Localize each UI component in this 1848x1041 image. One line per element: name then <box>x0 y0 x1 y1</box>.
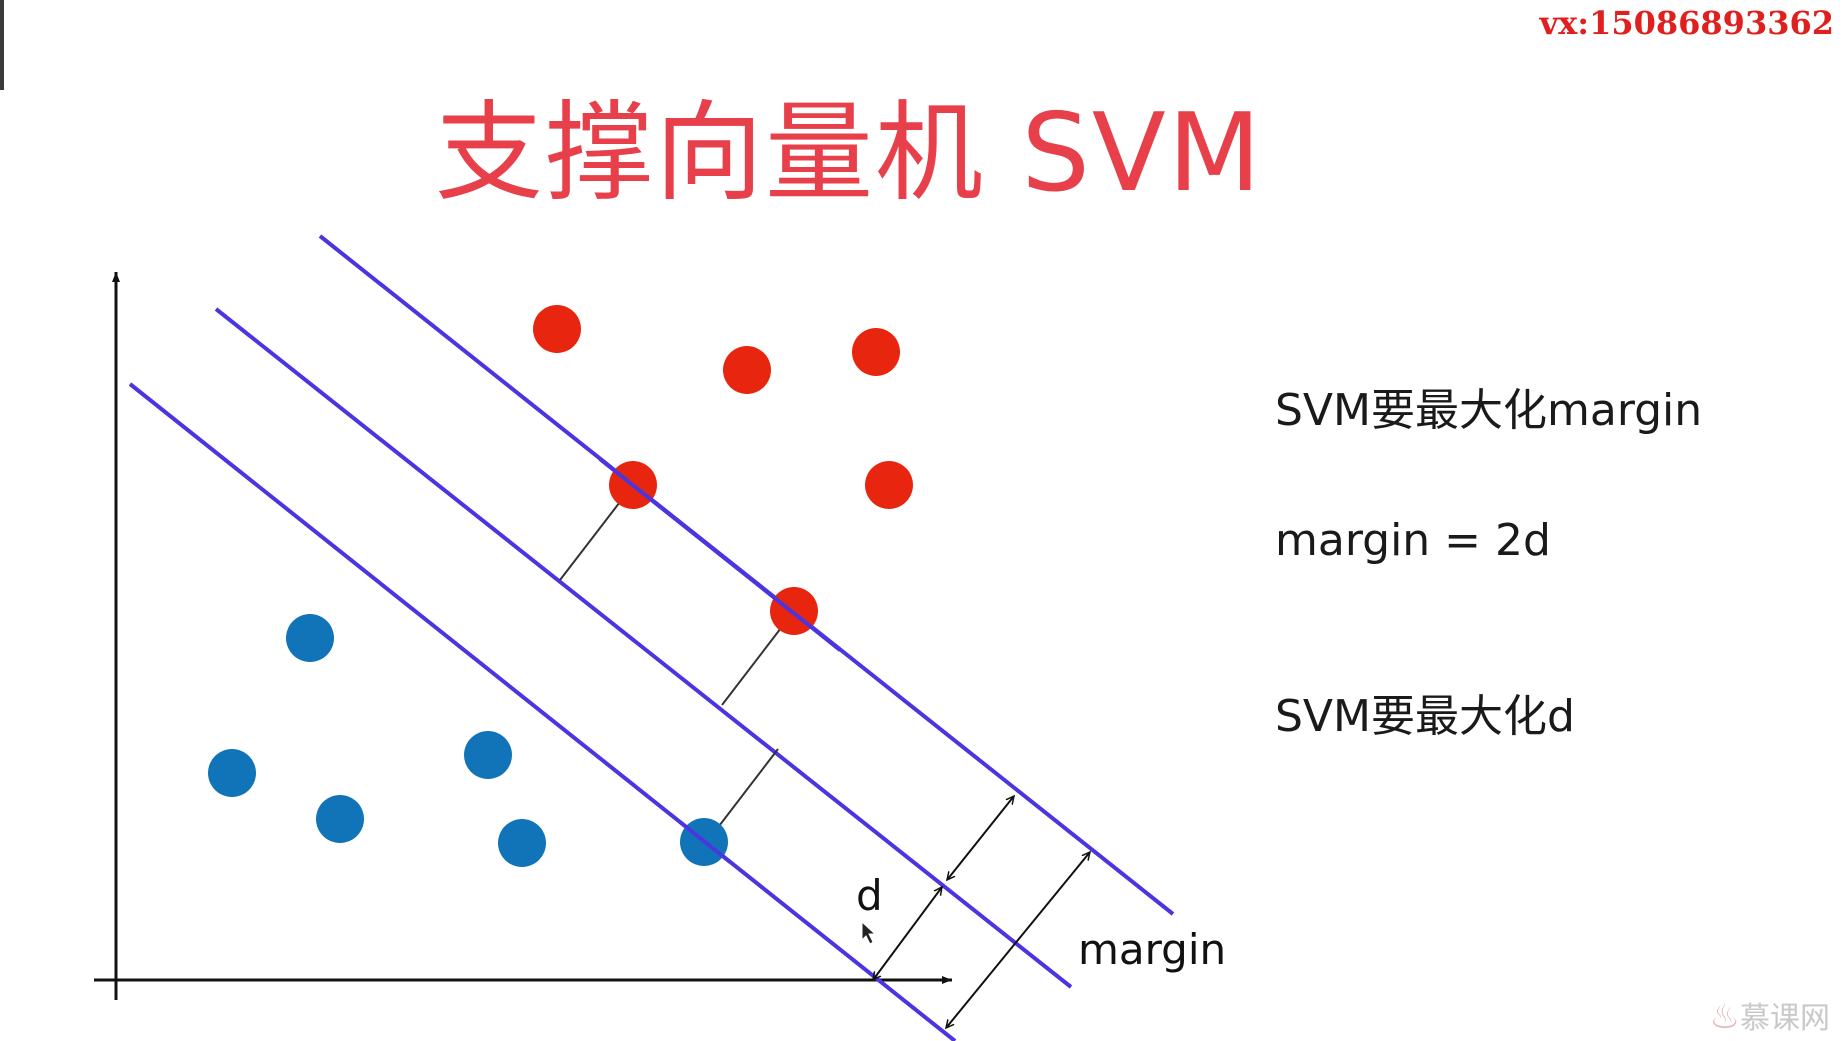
slide-title-text: 支撑向量机 SVM <box>435 91 1263 216</box>
d-arrow <box>873 887 942 980</box>
blue-point <box>498 819 546 867</box>
red-point <box>533 305 581 353</box>
note-maximize-margin: SVM要最大化margin <box>1275 385 1703 436</box>
flame-icon: ♨ <box>1709 997 1740 1037</box>
support-vector-distance-3 <box>715 748 779 831</box>
upper-margin-overlay <box>598 457 842 652</box>
red-point <box>865 461 913 509</box>
window-edge <box>0 0 4 90</box>
note-maximize-d: SVM要最大化d <box>1275 691 1575 742</box>
mouse-cursor-icon <box>861 920 877 945</box>
imooc-logo: ♨慕课网 <box>1710 993 1830 1037</box>
red-point <box>723 346 771 394</box>
blue-point <box>286 614 334 662</box>
margin-label: margin <box>1078 925 1226 974</box>
logo-text: 慕课网 <box>1740 1001 1830 1036</box>
blue-point <box>208 749 256 797</box>
slide-title: 支撑向量机 SVM <box>0 100 1848 208</box>
watermark-text: vx:15086893362 <box>1539 4 1834 42</box>
d-label: d <box>856 871 883 920</box>
d-arrow-upper <box>947 796 1014 880</box>
blue-point <box>464 731 512 779</box>
margin-arrow <box>946 852 1090 1028</box>
note-margin-equals-2d: margin = 2d <box>1275 515 1551 566</box>
blue-point <box>316 795 364 843</box>
lower-margin-overlay <box>678 820 732 864</box>
red-point <box>852 328 900 376</box>
decision-boundary-line <box>214 307 1073 989</box>
lower-margin-line <box>128 382 957 1041</box>
